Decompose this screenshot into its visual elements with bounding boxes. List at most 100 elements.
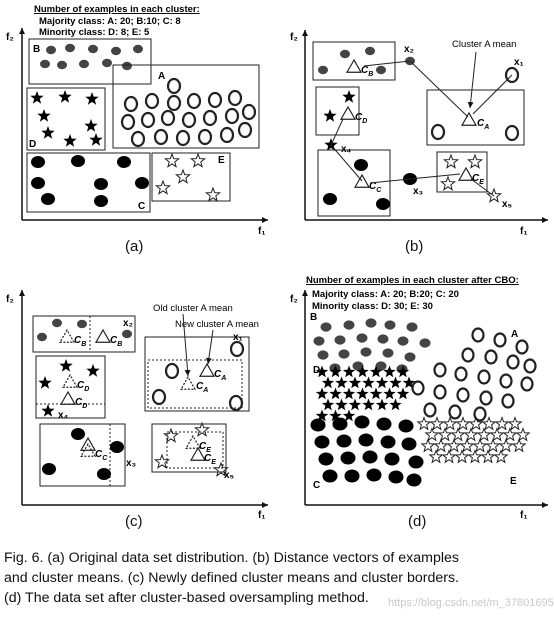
majority-b-point bbox=[57, 60, 67, 70]
watermark: https://blog.csdn.net/m_37801695 bbox=[388, 597, 554, 609]
minority-d-point bbox=[348, 398, 362, 411]
majority-c-point bbox=[344, 469, 360, 483]
majority-a-point bbox=[501, 393, 515, 409]
minority-e-point bbox=[189, 152, 207, 168]
minority-d-point bbox=[329, 409, 342, 422]
majority-a-point bbox=[433, 384, 447, 400]
cluster-c-label: C bbox=[313, 480, 320, 491]
majority-c-point bbox=[376, 198, 390, 210]
minority-e-point bbox=[441, 449, 457, 464]
minority-e-point bbox=[481, 416, 497, 431]
panel-c-new-mean-label: New cluster A mean bbox=[175, 319, 259, 330]
figure: Number of examples in each cluster: Majo… bbox=[6, 4, 548, 521]
cluster-e-border bbox=[151, 423, 227, 473]
minority-e-point bbox=[433, 438, 449, 453]
majority-c-point bbox=[384, 452, 400, 466]
sample-x1 bbox=[504, 66, 520, 84]
panel-a: Number of examples in each cluster: Majo… bbox=[6, 4, 268, 237]
minority-d-point bbox=[396, 387, 410, 400]
minority-e-point bbox=[476, 427, 492, 442]
majority-c-point bbox=[31, 156, 45, 168]
minority-e-point bbox=[416, 416, 432, 431]
panel-c-old-mean-label: Old cluster A mean bbox=[153, 303, 233, 314]
majority-b-point bbox=[46, 45, 56, 55]
new-mean-pointer bbox=[205, 329, 214, 365]
majority-b-point bbox=[320, 322, 332, 332]
minority-d-point bbox=[335, 376, 348, 389]
sample-x3 bbox=[110, 441, 124, 453]
minority-e-point bbox=[420, 438, 436, 453]
majority-b-point bbox=[318, 65, 328, 75]
majority-c-point bbox=[366, 468, 382, 482]
minority-e-point bbox=[428, 449, 444, 464]
majority-a-point bbox=[515, 339, 529, 355]
panel-c: f₂ f₁ Old cluster A mean New cluster A m… bbox=[6, 290, 268, 521]
majority-c-point bbox=[94, 195, 108, 207]
minority-d-point bbox=[362, 376, 375, 389]
old-mean-label-c: CC bbox=[95, 449, 108, 462]
majority-a-point bbox=[454, 366, 468, 382]
minority-d-point bbox=[342, 90, 356, 103]
panel-d-header: Number of examples in each cluster after… bbox=[306, 275, 519, 286]
minority-e-point bbox=[511, 438, 527, 453]
cluster-c-border bbox=[39, 423, 126, 487]
majority-c-point bbox=[31, 177, 45, 189]
majority-b-point bbox=[88, 44, 98, 54]
sample-x4-label: x₄ bbox=[58, 410, 69, 421]
mean-label-b: CB bbox=[361, 65, 373, 78]
panel-b-y-label: f₂ bbox=[290, 32, 298, 43]
panel-a-y-label: f₂ bbox=[6, 32, 14, 43]
panel-d-sub-label: (d) bbox=[408, 513, 427, 530]
panel-d-minority-text: Minority class: D: 30; E: 30 bbox=[312, 301, 433, 312]
vector-x3-to-cc bbox=[369, 178, 411, 184]
minority-e-point bbox=[502, 427, 518, 442]
majority-a-point bbox=[120, 113, 136, 131]
majority-a-point bbox=[166, 94, 182, 112]
majority-a-point bbox=[202, 109, 218, 127]
minority-e-point bbox=[162, 427, 180, 443]
cluster-a-border bbox=[144, 336, 250, 412]
mean-label-d: CD bbox=[355, 112, 367, 125]
majority-b-point bbox=[79, 59, 89, 69]
minority-e-point bbox=[485, 438, 501, 453]
minority-e-point bbox=[467, 449, 483, 464]
cluster-d-border bbox=[315, 86, 360, 136]
minority-e-point bbox=[154, 179, 172, 195]
majority-b-point bbox=[397, 336, 409, 346]
cluster-b-border bbox=[312, 41, 396, 81]
minority-d-point bbox=[383, 387, 396, 400]
majority-a-point bbox=[430, 123, 446, 141]
minority-d-point bbox=[321, 398, 335, 411]
minority-d-point bbox=[396, 365, 410, 378]
majority-b-point bbox=[377, 334, 389, 344]
majority-b-point bbox=[77, 319, 87, 329]
old-mean-pointer bbox=[182, 313, 191, 377]
majority-a-point bbox=[433, 362, 447, 378]
panel-d: Number of examples in each cluster after… bbox=[290, 275, 548, 521]
minority-e-point bbox=[424, 427, 440, 442]
majority-b-point bbox=[376, 65, 386, 75]
majority-b-point bbox=[52, 318, 62, 328]
majority-c-point bbox=[398, 419, 414, 433]
cluster-b-border bbox=[28, 38, 152, 85]
minority-d-point bbox=[58, 90, 72, 103]
minority-d-point bbox=[369, 365, 383, 378]
majority-a-point bbox=[473, 406, 487, 422]
minority-e-point bbox=[437, 427, 453, 442]
minority-d-point bbox=[342, 365, 356, 378]
majority-c-point bbox=[323, 193, 337, 205]
majority-a-point bbox=[181, 111, 197, 129]
minority-d-point bbox=[335, 398, 348, 411]
minority-e-point bbox=[174, 168, 192, 184]
mean-triangle-a bbox=[460, 111, 478, 126]
majority-c-point bbox=[135, 177, 149, 189]
sample-x1-label: x₁ bbox=[514, 57, 524, 68]
majority-c-point bbox=[332, 417, 348, 431]
majority-a-point bbox=[448, 404, 462, 420]
majority-b-point bbox=[365, 318, 377, 328]
cluster-a-label: A bbox=[158, 71, 165, 82]
sample-x2 bbox=[122, 329, 132, 339]
cluster-c-border bbox=[317, 149, 391, 217]
minority-d-point bbox=[356, 365, 369, 378]
sample-x4 bbox=[41, 404, 55, 417]
